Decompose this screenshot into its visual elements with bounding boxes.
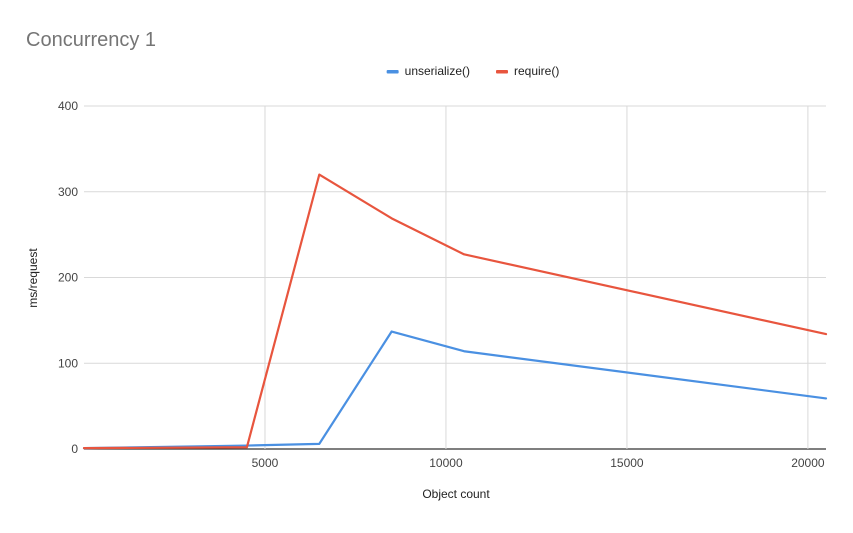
y-tick-label: 100 xyxy=(58,356,78,370)
chart-title: Concurrency 1 xyxy=(26,29,156,51)
legend-swatch-unserialize xyxy=(386,70,399,74)
x-tick-label: 10000 xyxy=(429,456,463,470)
y-tick-label: 200 xyxy=(58,271,78,285)
y-axis-ticks: 0 100 200 300 400 xyxy=(58,99,78,456)
series-line-unserialize xyxy=(82,330,828,450)
y-tick-label: 300 xyxy=(58,185,78,199)
y-tick-label: 0 xyxy=(71,442,78,456)
y-tick-label: 400 xyxy=(58,99,78,113)
legend-swatch-require xyxy=(496,70,508,74)
series-line-require xyxy=(82,173,828,450)
x-axis-ticks: 5000 10000 15000 20000 xyxy=(252,456,825,470)
x-tick-label: 5000 xyxy=(252,456,279,470)
x-tick-label: 20000 xyxy=(791,456,825,470)
legend: unserialize() require() xyxy=(386,64,559,78)
legend-label-require: require() xyxy=(514,64,559,78)
x-axis-label: Object count xyxy=(422,487,490,501)
legend-label-unserialize: unserialize() xyxy=(405,64,470,78)
y-axis-label: ms/request xyxy=(26,248,40,308)
grid xyxy=(84,105,826,450)
series-group xyxy=(82,173,828,450)
x-tick-label: 15000 xyxy=(610,456,644,470)
